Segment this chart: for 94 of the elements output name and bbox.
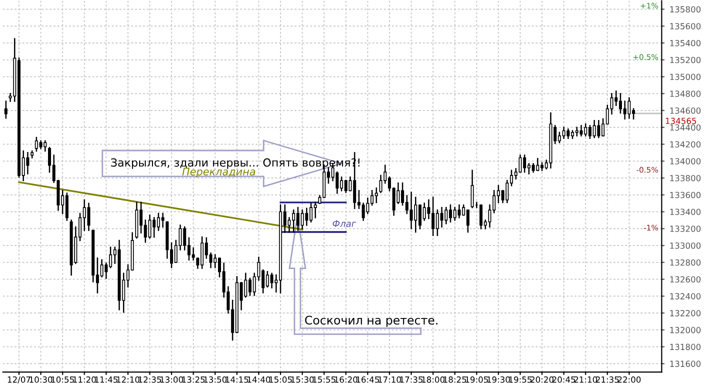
x-tick-label: 14:15 xyxy=(226,376,248,383)
y-tick-label: 132000 xyxy=(670,326,701,334)
candlestick xyxy=(440,206,444,228)
annotation: Флаг xyxy=(332,220,356,227)
candlestick xyxy=(628,97,631,119)
candlestick xyxy=(592,120,596,138)
y-tick-label: 134200 xyxy=(670,141,701,148)
candlestick xyxy=(44,140,47,152)
candlestick xyxy=(362,202,365,221)
y-tick-label: 134400 xyxy=(670,124,701,131)
candlestick xyxy=(562,126,566,139)
x-tick-label: 15:55 xyxy=(313,376,336,383)
x-tick-label: 21:35 xyxy=(596,376,619,383)
ref-line-label: 134565 xyxy=(666,118,696,124)
candlestick xyxy=(374,188,378,204)
x-tick-label: 16:45 xyxy=(356,376,379,383)
candlestick xyxy=(470,170,474,208)
candlestick xyxy=(152,217,156,238)
x-tick-label: 16:20 xyxy=(334,376,358,383)
y-tick-label: 133000 xyxy=(670,242,701,249)
y-tick-label: 133400 xyxy=(670,208,701,216)
y-tick-label: 132200 xyxy=(670,310,701,316)
y-tick-label: 133600 xyxy=(670,192,701,198)
y-tick-label: 135600 xyxy=(670,23,701,30)
y-tick-label: 134000 xyxy=(670,158,701,164)
candlestick xyxy=(458,204,461,218)
annotation: Перекладина xyxy=(182,168,256,178)
x-tick-label: 22:00 xyxy=(618,376,641,383)
y-tick-label: 134800 xyxy=(670,90,701,97)
x-tick-label: 13:50 xyxy=(204,376,227,383)
x-tick-label: 14:40 xyxy=(248,376,270,383)
x-tick-label: 21:10 xyxy=(574,376,598,383)
y-tick-label: 132800 xyxy=(670,259,701,266)
candlestick xyxy=(4,100,8,119)
y-tick-label: 132400 xyxy=(670,293,701,300)
x-tick-label: 20:45 xyxy=(552,376,576,383)
x-tick-label: 19:05 xyxy=(466,376,488,383)
candlestick xyxy=(566,128,570,139)
candlestick xyxy=(336,171,339,194)
x-tick-label: 10:55 xyxy=(52,376,74,383)
candlestick xyxy=(148,214,152,239)
x-tick-label: 12:10 xyxy=(116,376,140,383)
candlestick xyxy=(87,202,90,231)
y-tick-label: 132600 xyxy=(670,276,701,283)
candlestick xyxy=(300,209,304,230)
candlestick xyxy=(414,196,418,233)
x-tick-label: 19:30 xyxy=(487,376,510,383)
candlestick xyxy=(244,272,248,298)
x-tick-label: 12/07 xyxy=(8,376,30,384)
x-tick-label: 17:10 xyxy=(378,376,401,383)
candlestick xyxy=(270,272,274,288)
y-tick-label: 133800 xyxy=(670,174,701,182)
y-tick-label: 134600 xyxy=(670,107,701,114)
y-tick-label: 135200 xyxy=(670,56,701,64)
candlestick xyxy=(314,202,317,218)
candlestick xyxy=(192,247,195,260)
candlestick xyxy=(623,100,626,120)
candlestick xyxy=(305,208,308,226)
x-tick-label: 17:35 xyxy=(400,376,423,383)
x-tick-label: 15:30 xyxy=(291,376,314,383)
x-tick-label: 12:35 xyxy=(138,376,162,383)
y-tick-label: 135000 xyxy=(670,74,701,80)
candlestick xyxy=(26,152,30,174)
candlestick xyxy=(466,209,470,233)
x-tick-label: 18:25 xyxy=(444,376,466,383)
candlestick xyxy=(444,206,448,224)
candlestick xyxy=(410,192,413,230)
candlestick xyxy=(214,254,217,268)
candlestick xyxy=(248,278,252,296)
y-tick-label: 131600 xyxy=(670,360,701,367)
candlestick xyxy=(453,206,456,221)
y-tick-label: 135400 xyxy=(670,40,701,46)
x-tick-label: 15:05 xyxy=(269,376,292,383)
candlestick xyxy=(65,192,68,221)
x-tick-label: 20:20 xyxy=(530,376,554,383)
annotation: Соскочил на ретесте. xyxy=(305,316,438,327)
candlestick xyxy=(479,204,483,230)
candlestick xyxy=(161,212,164,228)
y-tick-label: 131800 xyxy=(670,344,701,350)
candlestick xyxy=(518,154,522,173)
x-tick-label: 11:20 xyxy=(73,376,96,383)
x-tick-label: 13:00 xyxy=(160,376,184,383)
candlestick xyxy=(580,125,583,136)
y-tick-label: 133200 xyxy=(670,226,701,232)
x-tick-label: 10:30 xyxy=(30,376,52,383)
y-tick-label: 135800 xyxy=(670,6,701,12)
x-tick-label: 13:25 xyxy=(182,376,205,383)
candlestick xyxy=(379,174,382,193)
x-tick-label: 19:55 xyxy=(509,376,532,383)
candlestick xyxy=(597,120,600,138)
candlestick xyxy=(366,198,370,214)
candlestick xyxy=(536,158,540,172)
x-tick-label: 18:00 xyxy=(422,376,445,383)
x-tick-label: 11:45 xyxy=(95,376,118,383)
